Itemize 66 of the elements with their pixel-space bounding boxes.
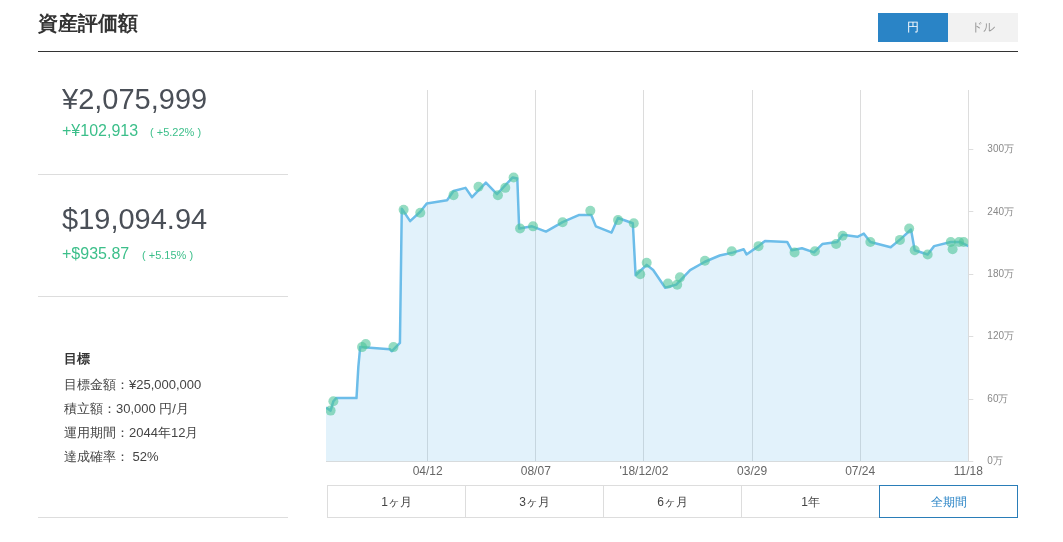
text: $19,094.94 <box>62 203 208 236</box>
point <box>958 236 969 247</box>
point <box>328 396 339 407</box>
point <box>492 190 503 201</box>
point <box>326 405 336 416</box>
text: 1年 <box>741 485 880 518</box>
y-tick-label: 240万 <box>987 205 1014 217</box>
point <box>831 239 842 250</box>
x-tick-label: 03/29 <box>737 464 768 479</box>
point <box>726 246 737 257</box>
point <box>515 223 526 234</box>
text: +¥102,913 <box>62 122 139 140</box>
text: 円 <box>878 13 948 42</box>
point <box>635 269 646 280</box>
y-tick-label: 120万 <box>987 330 1014 342</box>
text: ドル <box>948 13 1018 42</box>
point <box>753 241 764 252</box>
text: 目標 <box>64 350 90 368</box>
point <box>508 172 519 183</box>
point <box>909 245 920 256</box>
text: 1ヶ月 <box>327 485 466 518</box>
point <box>557 217 568 228</box>
x-tick-label: 07/24 <box>845 464 876 479</box>
y-tick-label: 60万 <box>987 392 1009 404</box>
point <box>865 236 876 247</box>
point <box>894 234 905 245</box>
text: 運用期間：2044年12月 <box>64 424 199 442</box>
point <box>922 249 933 260</box>
point <box>360 338 371 349</box>
text: ( +5.15% ) <box>142 249 194 261</box>
point <box>904 223 915 234</box>
point <box>388 342 399 353</box>
text: 資産評価額 <box>38 11 138 36</box>
point <box>528 221 539 232</box>
text: 積立額：30,000 円/月 <box>64 400 189 418</box>
y-tick-label: 0万 <box>987 455 1003 467</box>
text: 6ヶ月 <box>603 485 742 518</box>
point <box>415 207 426 218</box>
point <box>662 278 673 289</box>
x-tick-label: 04/12 <box>412 464 443 479</box>
text: ( +5.22% ) <box>150 126 202 138</box>
text: ¥2,075,999 <box>62 83 208 116</box>
text: 全期間 <box>879 485 1018 518</box>
point <box>809 246 820 257</box>
text: 3ヶ月 <box>465 485 604 518</box>
point <box>947 244 958 255</box>
point <box>641 257 652 268</box>
point <box>699 255 710 266</box>
point <box>585 205 596 216</box>
y-tick-label: 300万 <box>987 143 1014 155</box>
point <box>473 181 484 192</box>
point <box>613 215 624 226</box>
point <box>398 204 409 215</box>
text: +$935.87 <box>62 245 130 263</box>
point <box>674 272 685 283</box>
text: 目標金額：¥25,000,000 <box>64 376 202 394</box>
x-tick-label: 11/18 <box>953 464 984 479</box>
x-tick-label: 08/07 <box>520 464 552 479</box>
point <box>448 190 459 201</box>
point <box>500 182 511 193</box>
point <box>789 247 800 258</box>
point <box>837 230 848 241</box>
x-tick-label: '18/12/02 <box>619 464 669 479</box>
text: 達成確率： 52% <box>64 448 159 466</box>
point <box>628 218 639 229</box>
y-tick-label: 180万 <box>987 267 1014 279</box>
